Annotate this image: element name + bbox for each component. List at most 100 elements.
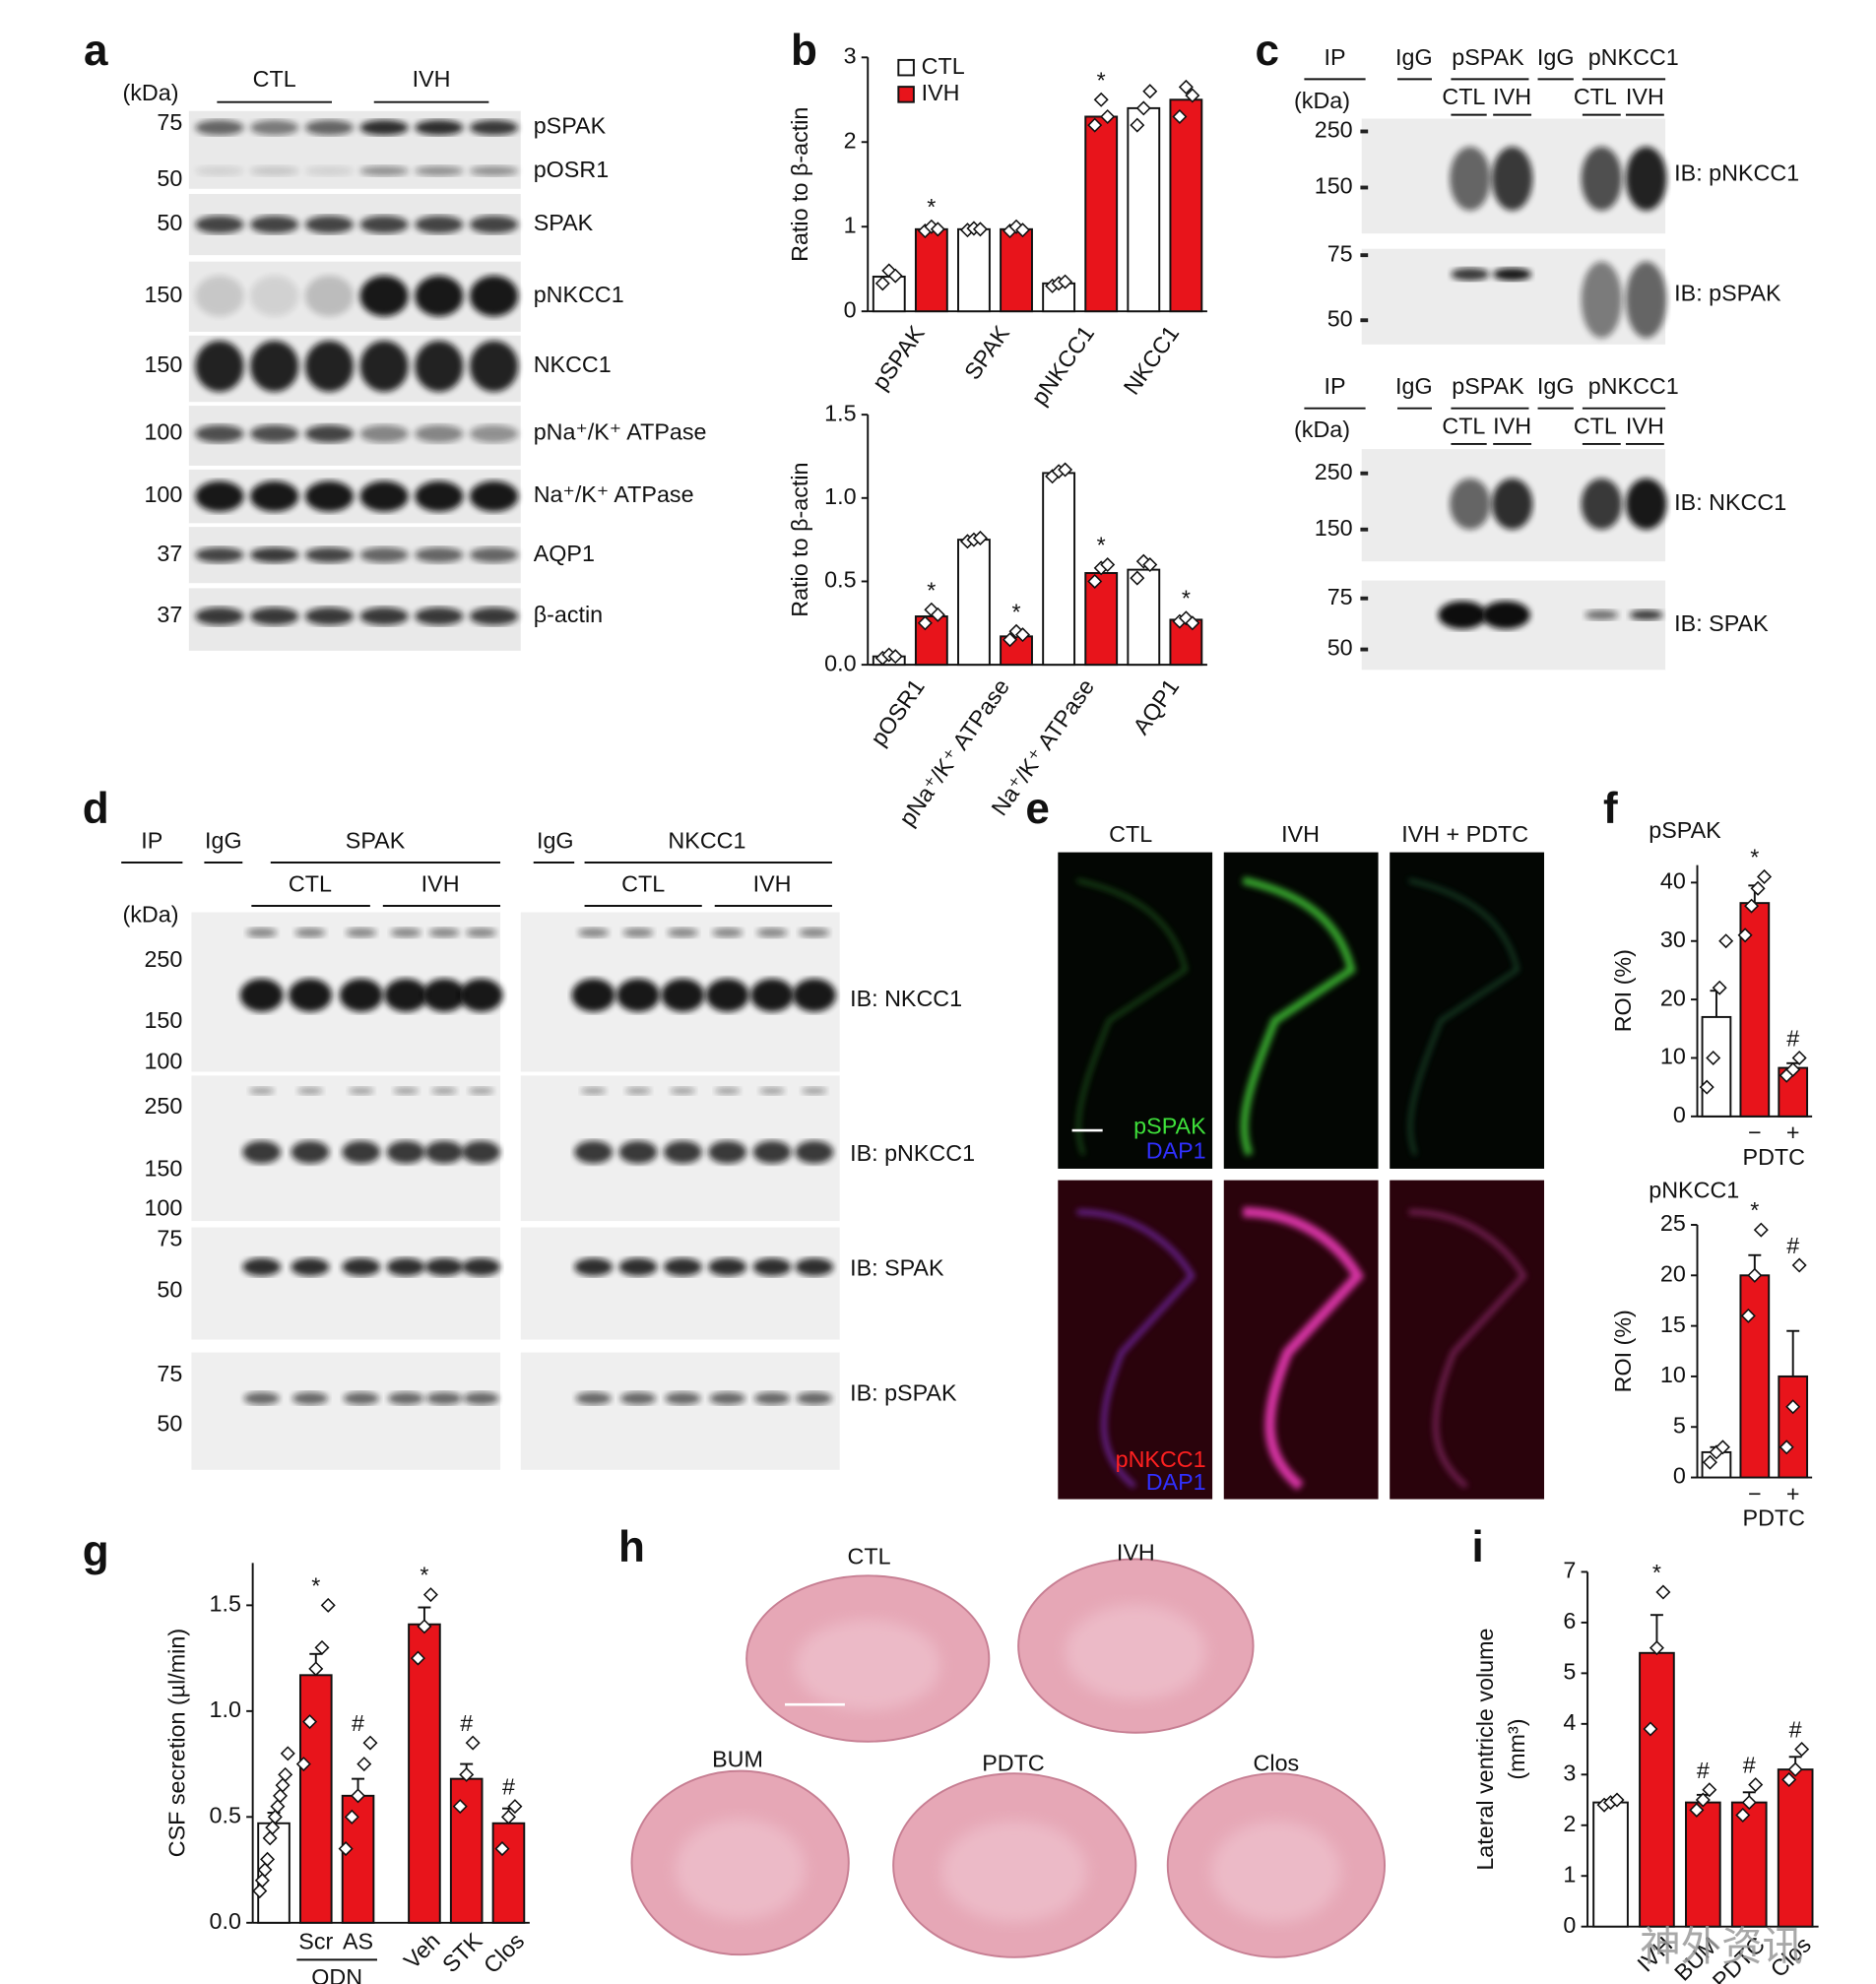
label: pNKCC1 xyxy=(1116,1446,1206,1472)
y-tick-label: 0 xyxy=(1673,1463,1686,1489)
blot-band xyxy=(359,546,409,563)
label: 150 xyxy=(144,352,182,377)
bar xyxy=(1739,1274,1771,1479)
significance-mark: * xyxy=(1097,533,1106,558)
blot-band xyxy=(386,1140,425,1164)
label: (kDa) xyxy=(122,80,178,105)
blot-band xyxy=(1491,478,1533,530)
label: 50 xyxy=(157,165,182,191)
blot-band xyxy=(386,1257,425,1276)
label: IVH xyxy=(421,870,460,896)
data-point xyxy=(1785,1061,1801,1077)
label: 100 xyxy=(144,419,182,445)
bar xyxy=(408,1623,441,1924)
label: CTL xyxy=(1442,413,1485,438)
label: DAP1 xyxy=(1146,1137,1206,1163)
data-point xyxy=(452,1799,468,1815)
data-point xyxy=(1712,980,1727,995)
data-point xyxy=(1757,868,1773,884)
bar xyxy=(1685,1801,1721,1928)
significance-mark: * xyxy=(1750,1197,1759,1223)
label: g xyxy=(83,1527,109,1575)
blot-band xyxy=(421,978,467,1012)
blot-band xyxy=(304,165,355,176)
blot-band xyxy=(469,340,519,392)
label: pSPAK xyxy=(1452,373,1524,399)
legend-label: IVH xyxy=(922,80,960,105)
x-tick-label: − xyxy=(1748,1481,1762,1506)
blot-band xyxy=(663,1257,702,1276)
y-tick-label: 4 xyxy=(1563,1709,1576,1735)
y-tick-label: 30 xyxy=(1660,927,1686,952)
data-point xyxy=(459,1766,475,1782)
blot-band xyxy=(393,1087,420,1095)
bar xyxy=(1639,1651,1675,1928)
blot-band xyxy=(799,928,830,938)
data-point xyxy=(1014,627,1031,643)
bar xyxy=(1000,227,1033,313)
data-point xyxy=(308,1661,324,1677)
y-tick-label: 0 xyxy=(844,296,857,322)
blot-band xyxy=(195,165,244,176)
blot-band xyxy=(346,928,377,938)
label: 50 xyxy=(1327,305,1353,331)
data-point xyxy=(1087,117,1103,133)
data-point xyxy=(1178,79,1194,95)
data-point xyxy=(1609,1792,1625,1808)
blot-band xyxy=(415,546,464,563)
blot-band xyxy=(342,1140,381,1164)
data-point xyxy=(262,1830,278,1846)
blot-band xyxy=(359,165,409,176)
label: 50 xyxy=(157,210,182,235)
blot-band xyxy=(342,1257,381,1276)
blot-band xyxy=(792,978,836,1012)
label: pOSR1 xyxy=(534,157,609,182)
label: IgG xyxy=(1395,373,1433,399)
label: 37 xyxy=(157,541,182,566)
blot-band xyxy=(752,1257,792,1276)
blot-band xyxy=(339,978,383,1012)
blot-band xyxy=(1493,268,1532,282)
blot-band xyxy=(250,546,299,563)
y-axis-label: ROI (%) xyxy=(1610,1310,1636,1392)
blot-band xyxy=(578,928,610,938)
significance-mark: # xyxy=(1743,1753,1756,1778)
label: a xyxy=(84,27,108,75)
significance-mark: * xyxy=(1097,67,1106,93)
blot-band xyxy=(574,1257,614,1276)
label: 50 xyxy=(157,1277,182,1303)
label: IgG xyxy=(537,827,574,853)
blot-band xyxy=(195,119,244,136)
data-point xyxy=(1087,573,1103,589)
label: 250 xyxy=(144,1093,182,1119)
blot-band xyxy=(291,1140,330,1164)
bar xyxy=(1127,568,1161,667)
y-tick-label: 0 xyxy=(1563,1912,1576,1938)
data-point xyxy=(1100,108,1116,124)
blot-band xyxy=(415,424,464,443)
label: 150 xyxy=(144,1007,182,1033)
blot-band xyxy=(248,1087,275,1095)
blot-band xyxy=(469,275,519,317)
blot-band xyxy=(1585,609,1619,620)
blot-band xyxy=(250,119,299,136)
data-point xyxy=(1058,462,1073,478)
data-point xyxy=(465,1735,481,1751)
blot-band xyxy=(291,1391,329,1405)
blot-band xyxy=(246,928,278,938)
label: (kDa) xyxy=(1294,88,1350,113)
label: IP xyxy=(141,827,162,853)
label: 75 xyxy=(157,1361,182,1386)
blot-band xyxy=(615,978,661,1012)
y-tick-label: 1 xyxy=(1563,1861,1576,1887)
blot-band xyxy=(359,480,409,512)
y-axis-label: (mm³) xyxy=(1504,1718,1529,1779)
label: 75 xyxy=(157,1226,182,1251)
tissue-outline xyxy=(1408,878,1520,1156)
data-point xyxy=(1791,1050,1807,1065)
blot-band xyxy=(239,978,284,1012)
data-point xyxy=(874,276,890,291)
blot-band xyxy=(469,165,519,176)
data-point xyxy=(1741,1795,1757,1811)
data-point xyxy=(1058,274,1073,289)
